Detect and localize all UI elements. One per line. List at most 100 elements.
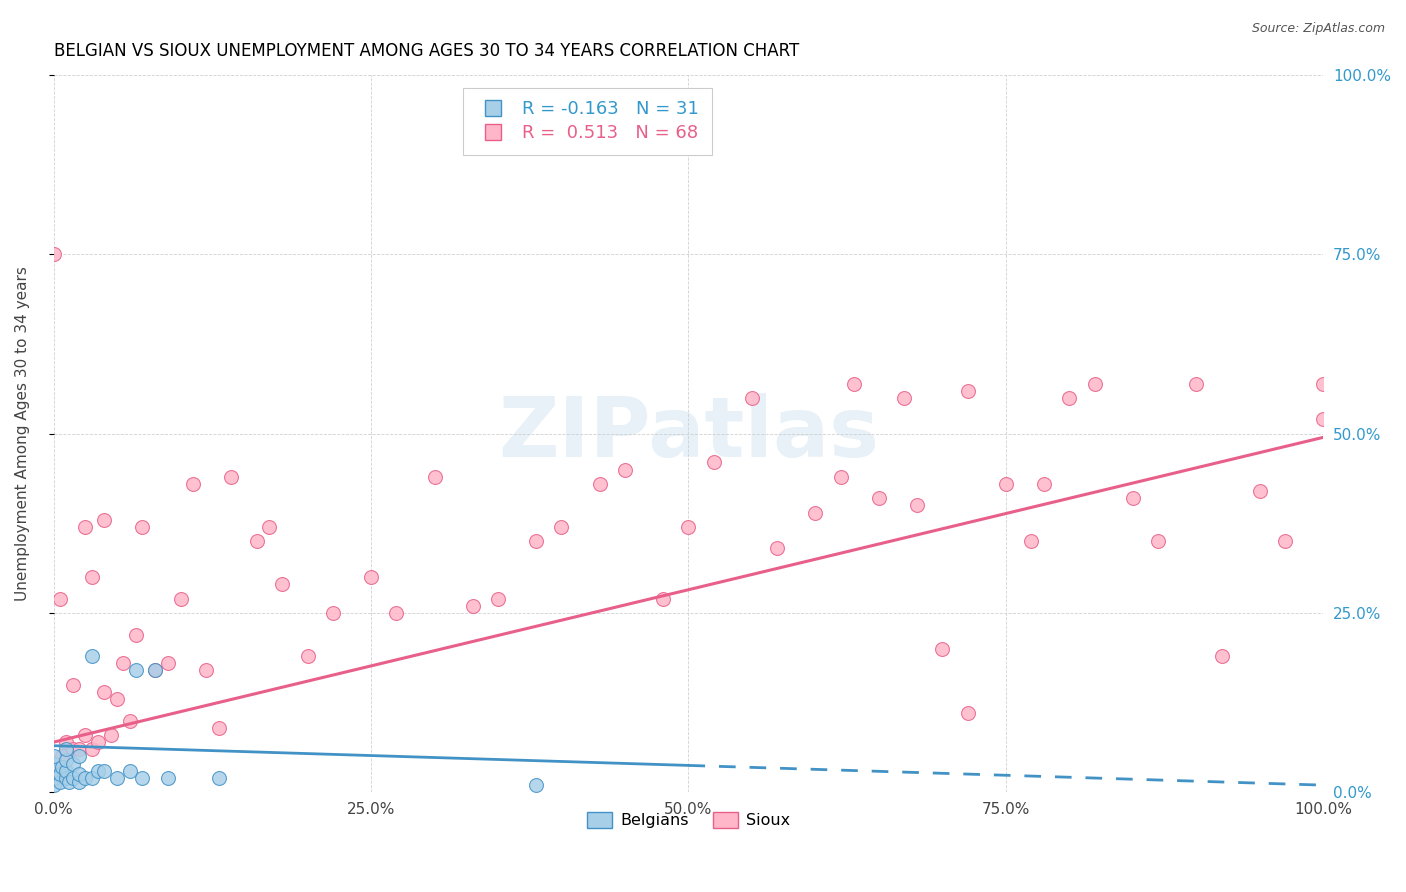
Y-axis label: Unemployment Among Ages 30 to 34 years: Unemployment Among Ages 30 to 34 years — [15, 267, 30, 601]
Point — [524, 534, 547, 549]
Point — [905, 499, 928, 513]
Point — [62, 742, 84, 756]
Point — [271, 577, 294, 591]
Point — [62, 678, 84, 692]
Text: BELGIAN VS SIOUX UNEMPLOYMENT AMONG AGES 30 TO 34 YEARS CORRELATION CHART: BELGIAN VS SIOUX UNEMPLOYMENT AMONG AGES… — [53, 42, 799, 60]
Point — [75, 771, 97, 785]
Point — [1312, 376, 1334, 391]
Point — [703, 455, 725, 469]
Point — [55, 771, 77, 785]
Point — [486, 591, 509, 606]
Point — [55, 742, 77, 756]
Point — [208, 771, 231, 785]
Point — [49, 591, 72, 606]
Point — [169, 591, 191, 606]
Point — [80, 648, 103, 663]
Point — [1122, 491, 1144, 506]
Point — [51, 749, 73, 764]
Point — [62, 756, 84, 771]
Point — [93, 513, 115, 527]
Point — [80, 570, 103, 584]
Point — [931, 641, 953, 656]
Point — [1147, 534, 1170, 549]
Legend: Belgians, Sioux: Belgians, Sioux — [581, 805, 797, 835]
Point — [67, 767, 90, 781]
Point — [67, 742, 90, 756]
Text: Source: ZipAtlas.com: Source: ZipAtlas.com — [1251, 22, 1385, 36]
Point — [42, 247, 65, 261]
Point — [1211, 648, 1233, 663]
Point — [360, 570, 382, 584]
Point — [80, 771, 103, 785]
Point — [118, 764, 141, 778]
Point — [297, 648, 319, 663]
Point — [51, 760, 73, 774]
Point — [42, 771, 65, 785]
Point — [613, 462, 636, 476]
Point — [143, 664, 166, 678]
Point — [994, 477, 1017, 491]
Text: ZIPatlas: ZIPatlas — [498, 393, 879, 475]
Point — [208, 721, 231, 735]
Point — [259, 520, 281, 534]
Point — [1084, 376, 1107, 391]
Point — [42, 756, 65, 771]
Point — [125, 627, 148, 641]
Point — [55, 735, 77, 749]
Point — [58, 774, 80, 789]
Point — [62, 771, 84, 785]
Point — [652, 591, 675, 606]
Point — [588, 477, 610, 491]
Point — [524, 778, 547, 792]
Point — [118, 714, 141, 728]
Point — [42, 764, 65, 778]
Point — [105, 771, 128, 785]
Point — [87, 764, 110, 778]
Point — [55, 753, 77, 767]
Point — [156, 771, 179, 785]
Point — [93, 764, 115, 778]
Point — [868, 491, 890, 506]
Point — [842, 376, 865, 391]
Point — [830, 470, 852, 484]
Point — [1249, 484, 1271, 499]
Point — [125, 664, 148, 678]
Point — [956, 384, 979, 398]
Point — [550, 520, 572, 534]
Point — [75, 728, 97, 742]
Point — [100, 728, 122, 742]
Point — [1032, 477, 1054, 491]
Point — [1019, 534, 1042, 549]
Point — [55, 764, 77, 778]
Point — [194, 664, 217, 678]
Point — [143, 664, 166, 678]
Point — [131, 520, 153, 534]
Point — [42, 778, 65, 792]
Point — [1059, 391, 1081, 405]
Point — [893, 391, 915, 405]
Point — [131, 771, 153, 785]
Point — [1312, 412, 1334, 426]
Point — [461, 599, 484, 613]
Point — [804, 506, 827, 520]
Point — [956, 706, 979, 721]
Point — [93, 685, 115, 699]
Point — [741, 391, 763, 405]
Point — [156, 657, 179, 671]
Point — [67, 774, 90, 789]
Point — [221, 470, 243, 484]
Point — [80, 742, 103, 756]
Point — [112, 657, 135, 671]
Point — [49, 767, 72, 781]
Point — [105, 692, 128, 706]
Point — [246, 534, 269, 549]
Point — [67, 749, 90, 764]
Point — [42, 749, 65, 764]
Point — [49, 774, 72, 789]
Point — [385, 606, 408, 620]
Point — [322, 606, 344, 620]
Point — [1274, 534, 1296, 549]
Point — [423, 470, 446, 484]
Point — [75, 520, 97, 534]
Point — [87, 735, 110, 749]
